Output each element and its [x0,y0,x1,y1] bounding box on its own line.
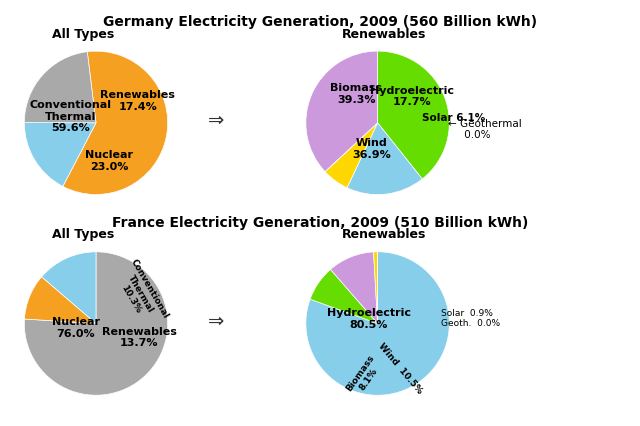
Wedge shape [374,252,378,324]
Wedge shape [330,252,378,324]
Text: Hydroelectric
80.5%: Hydroelectric 80.5% [327,307,411,329]
Wedge shape [24,277,96,324]
Text: Solar 6.1%: Solar 6.1% [422,113,485,123]
Wedge shape [347,124,422,195]
Text: Renewables
13.7%: Renewables 13.7% [102,326,177,348]
Wedge shape [310,270,378,324]
Wedge shape [325,124,378,172]
Text: Nuclear
76.0%: Nuclear 76.0% [52,317,100,338]
Wedge shape [306,252,449,395]
Text: $\Rightarrow$: $\Rightarrow$ [204,310,225,329]
Text: Renewables
17.4%: Renewables 17.4% [100,90,175,112]
Wedge shape [24,123,96,187]
Wedge shape [63,52,168,195]
Text: Hydroelectric
17.7%: Hydroelectric 17.7% [370,86,454,107]
Text: Solar  0.9%
Geoth.  0.0%: Solar 0.9% Geoth. 0.0% [441,308,500,328]
Text: France Electricity Generation, 2009 (510 Billion kWh): France Electricity Generation, 2009 (510… [112,215,528,229]
Text: ← Geothermal
     0.0%: ← Geothermal 0.0% [448,118,522,140]
Wedge shape [24,252,168,395]
Wedge shape [24,52,96,124]
Text: Conventional
Thermal
59.6%: Conventional Thermal 59.6% [30,100,112,133]
Text: Nuclear
23.0%: Nuclear 23.0% [85,150,133,172]
Text: Biomass
8.1%: Biomass 8.1% [344,352,385,398]
Text: Renewables: Renewables [342,28,426,40]
Text: $\Rightarrow$: $\Rightarrow$ [204,110,225,129]
Text: Biomass
39.3%: Biomass 39.3% [330,83,382,104]
Text: Germany Electricity Generation, 2009 (560 Billion kWh): Germany Electricity Generation, 2009 (56… [103,15,537,29]
Text: Renewables: Renewables [342,228,426,241]
Text: Wind  10.5%: Wind 10.5% [377,341,424,395]
Wedge shape [306,52,378,172]
Text: Conventional
Thermal
10.3%: Conventional Thermal 10.3% [111,257,170,330]
Wedge shape [42,252,96,324]
Wedge shape [325,124,378,188]
Text: All Types: All Types [52,28,115,40]
Text: Wind
36.9%: Wind 36.9% [353,138,391,159]
Text: All Types: All Types [52,228,115,241]
Wedge shape [378,52,449,179]
